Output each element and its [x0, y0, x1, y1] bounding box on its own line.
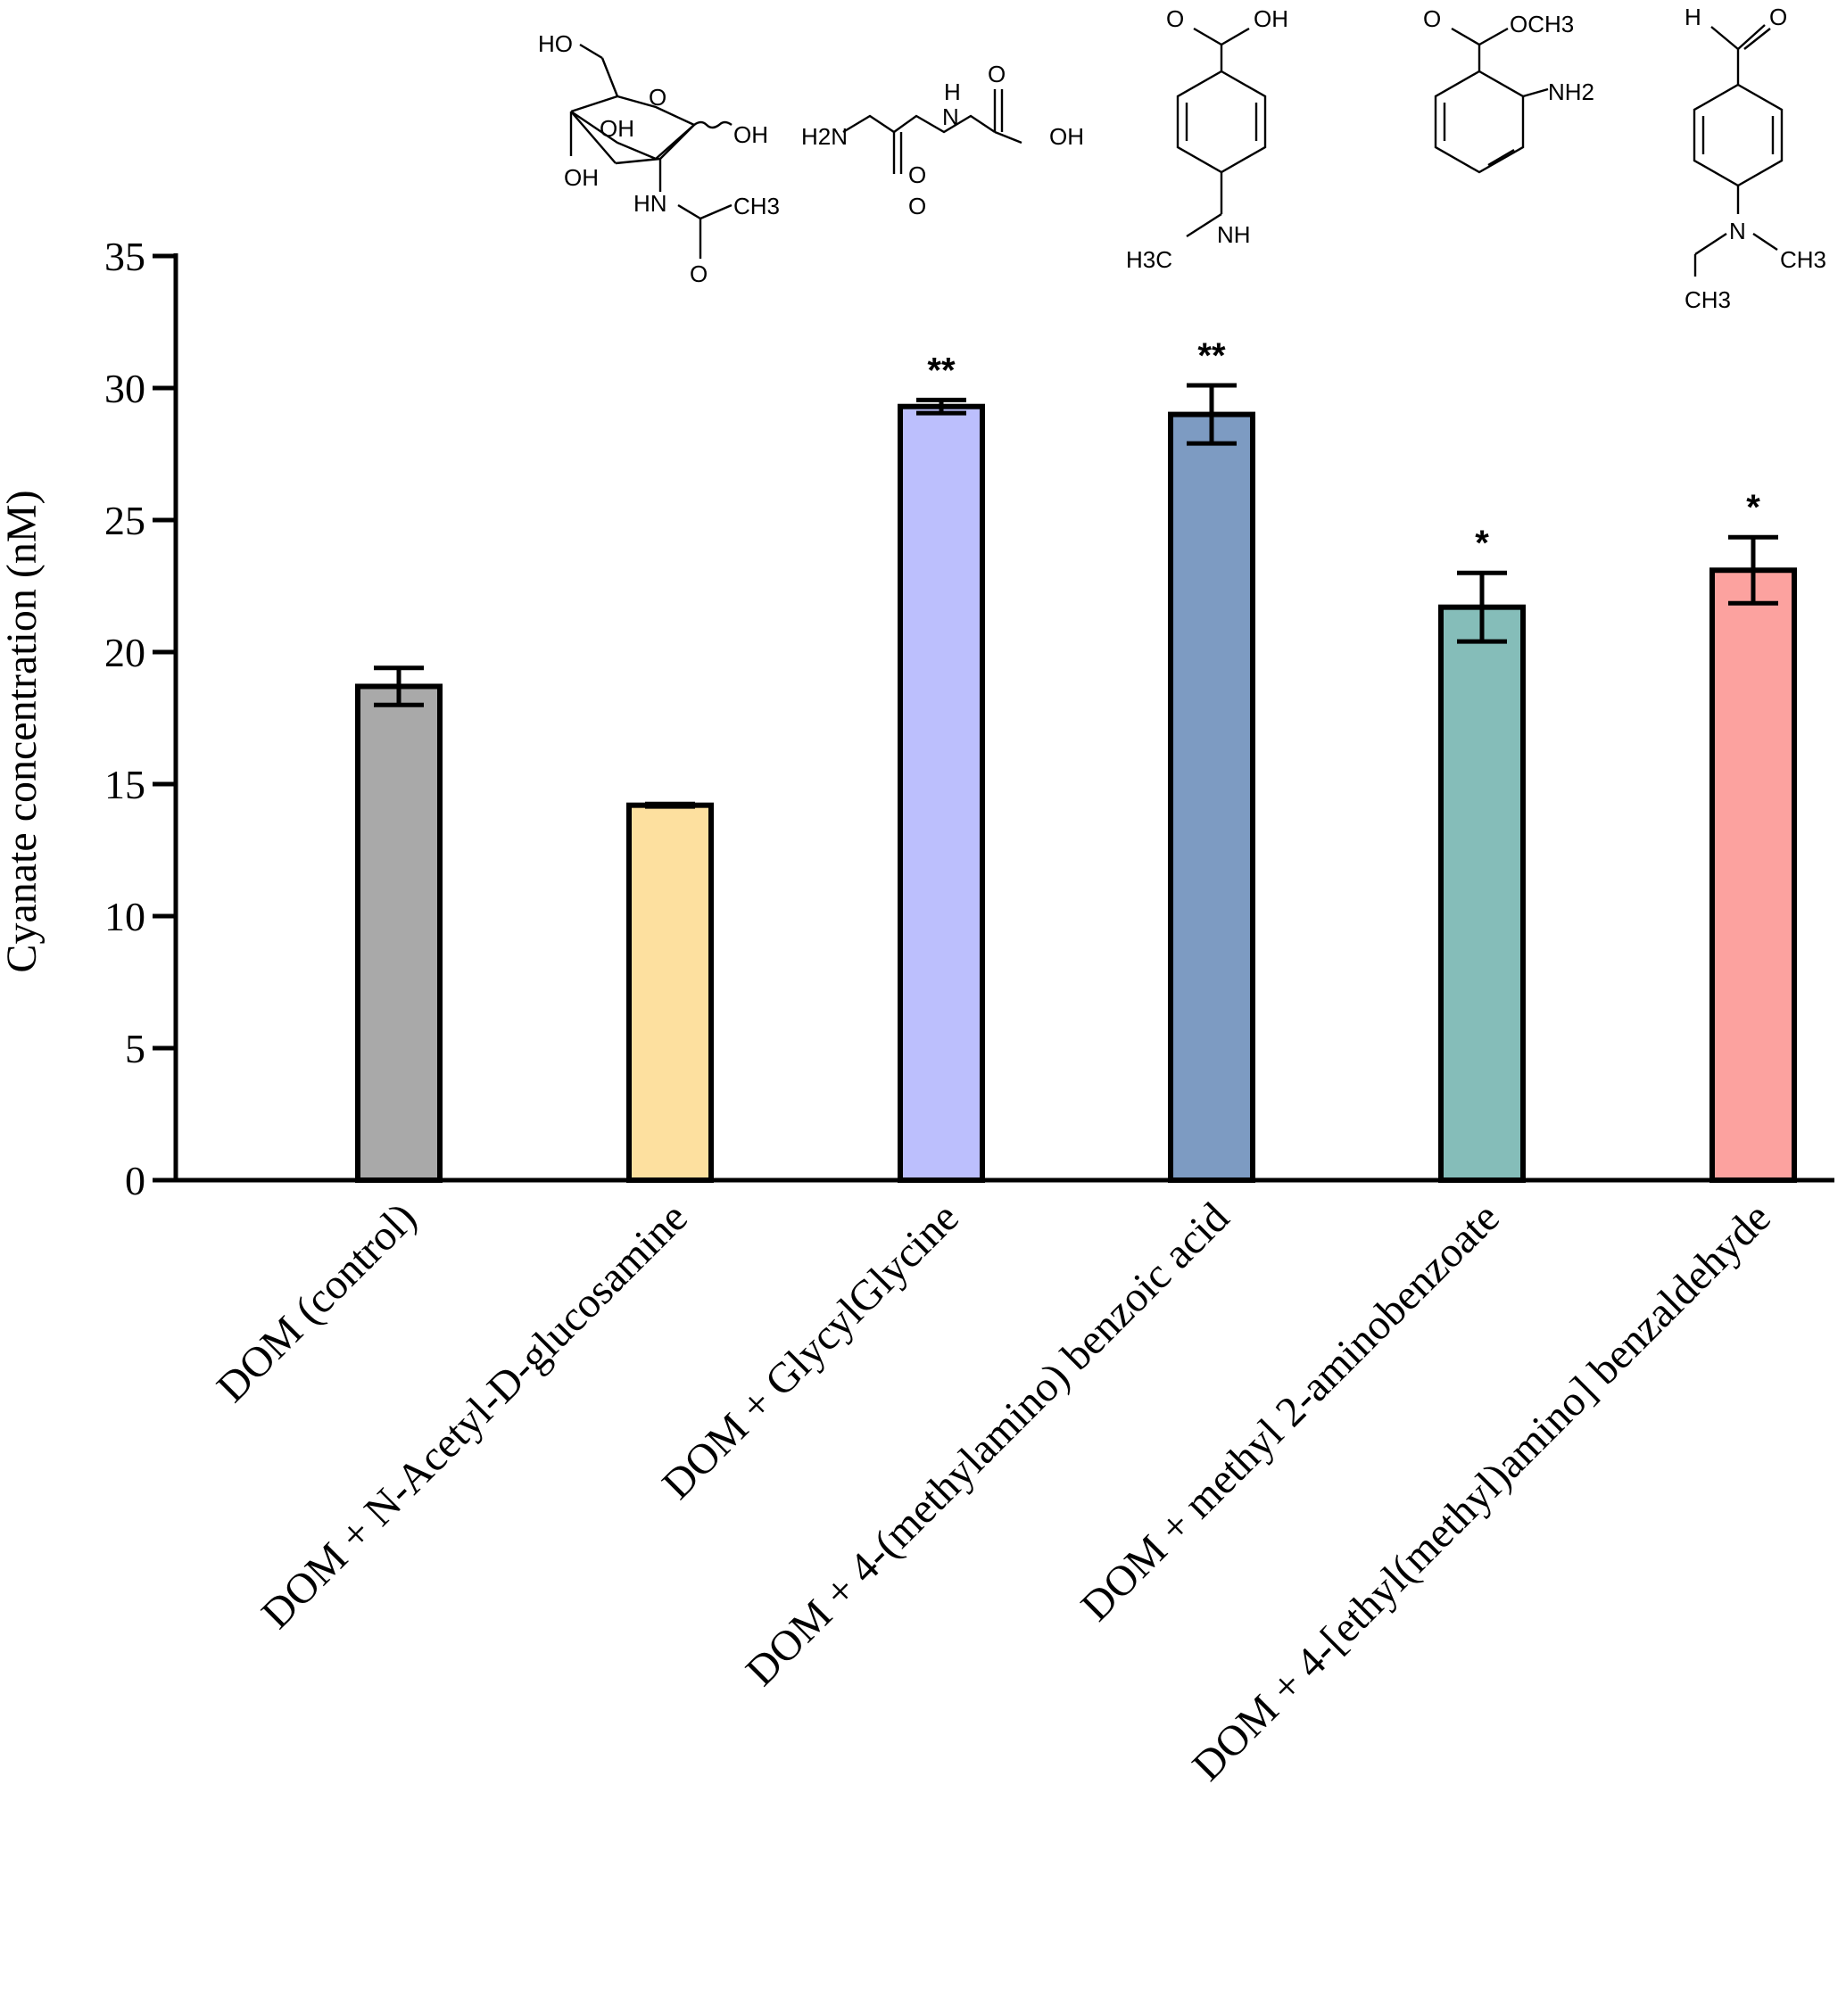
glucosamine-hn-label: HN	[633, 190, 667, 217]
y-tick-label: 10	[104, 894, 145, 939]
y-tick-label: 0	[125, 1158, 145, 1203]
glycylglycine-h-label: H	[944, 78, 961, 105]
error-bar	[1187, 383, 1237, 446]
benzaldehyde-h-label: H	[1685, 4, 1701, 30]
methylaminobenzoic-h3c-label: H3C	[1126, 246, 1172, 273]
error-bar	[645, 801, 695, 809]
glycylglycine-o-label: O	[908, 161, 926, 188]
significance-label: *	[1475, 524, 1489, 563]
methylaminobenzoic-nh-label: NH	[1217, 221, 1251, 248]
error-bar	[916, 397, 966, 416]
methyl-aminobenzoate-o-label: O	[1423, 5, 1441, 32]
glucosamine-ring-o-label: O	[649, 84, 666, 111]
glycylglycine-oh-label: OH	[1049, 123, 1084, 150]
benzaldehyde-ch3-label: CH3	[1685, 286, 1731, 313]
x-category-label: DOM (control)	[208, 1194, 426, 1411]
methyl-aminobenzoate-nh2-label: NH2	[1548, 78, 1594, 105]
bar	[626, 802, 714, 1183]
bar	[898, 403, 985, 1184]
y-axis-title: Cyanate concentration (nM)	[0, 490, 46, 972]
x-category-label: DOM + N-Acetyl-D-glucosamine	[252, 1194, 697, 1638]
benzaldehyde-n-label: N	[1729, 218, 1746, 244]
x-category-label: DOM + 4-[ethyl(methyl)amino] benzaldehyd…	[1183, 1194, 1779, 1789]
significance-label: **	[1197, 336, 1226, 376]
error-bar	[1457, 570, 1507, 644]
methyl-aminobenzoate-och3-label: OCH3	[1510, 11, 1574, 37]
bar	[1438, 604, 1526, 1183]
error-bar	[1728, 534, 1778, 606]
chemical-structures: HO OH OH OH HN CH3 O O H2N H N O OH O O	[538, 4, 1826, 313]
y-tick-label: 20	[104, 630, 145, 675]
y-tick-label: 30	[104, 366, 145, 411]
glucosamine-o-label: O	[690, 260, 708, 287]
x-category-label: DOM + 4-(methylamino) benzoic acid	[737, 1194, 1238, 1695]
benzaldehyde-ch3-label: CH3	[1780, 246, 1826, 273]
benzaldehyde-structure: H O N CH3 CH3	[1685, 4, 1826, 313]
glucosamine-structure: HO OH OH OH HN CH3 O O	[538, 30, 780, 287]
glycylglycine-o-label: O	[988, 61, 1006, 87]
methylaminobenzoic-structure: O OH NH H3C	[1126, 5, 1288, 273]
methylaminobenzoic-oh-label: OH	[1254, 5, 1288, 32]
x-category-label: DOM + GlycylGlycine	[653, 1194, 968, 1508]
y-tick-label: 35	[104, 234, 145, 279]
glycylglycine-structure: H2N H N O OH O O	[801, 61, 1084, 219]
bar	[1709, 567, 1797, 1183]
glycylglycine-n-label: N	[942, 103, 959, 130]
methylaminobenzoic-o-label: O	[1166, 5, 1184, 32]
glucosamine-oh-label: OH	[564, 164, 599, 191]
glycylglycine-h2n-label: H2N	[801, 123, 848, 150]
bar	[1168, 411, 1255, 1184]
significance-label: *	[1746, 488, 1760, 527]
x-category-label: DOM + methyl 2-aminobenzoate	[1072, 1194, 1509, 1630]
bar	[355, 683, 443, 1183]
glucosamine-ho-label: HO	[538, 30, 573, 57]
error-bar	[374, 665, 424, 707]
benzaldehyde-o-label: O	[1769, 4, 1787, 30]
y-tick-label: 25	[104, 498, 145, 543]
y-tick-label: 15	[104, 762, 145, 807]
glycylglycine-o-label: O	[908, 193, 926, 219]
significance-label: **	[927, 351, 956, 390]
glucosamine-ch3-label: CH3	[733, 193, 780, 219]
methyl-aminobenzoate-structure: O OCH3 NH2	[1423, 5, 1594, 174]
glucosamine-oh-label: OH	[733, 121, 768, 148]
glucosamine-oh-label: OH	[600, 115, 634, 142]
y-tick-label: 5	[125, 1026, 145, 1071]
